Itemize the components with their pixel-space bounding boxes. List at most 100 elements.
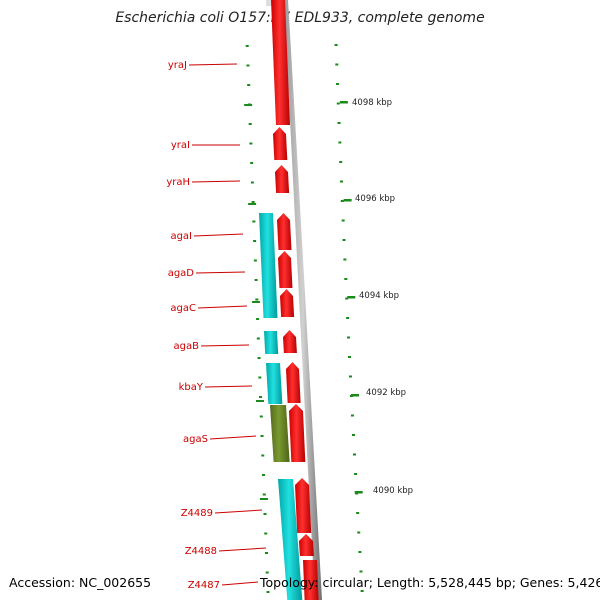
- gene-label[interactable]: yraH: [166, 177, 190, 188]
- right-tick: [360, 590, 364, 592]
- kbp-label: 4094 kbp: [359, 291, 399, 301]
- backbone-top-marker: [266, 0, 274, 6]
- right-tick: [341, 219, 345, 222]
- kbp-label: 4090 kbp: [373, 486, 413, 496]
- accession-text: Accession: NC_002655: [9, 575, 152, 590]
- gene-label[interactable]: yraJ: [168, 60, 187, 71]
- left-major-tick: [252, 301, 261, 303]
- gene-label[interactable]: Z4488: [185, 546, 217, 557]
- right-major-tick: [343, 199, 352, 202]
- gene-label[interactable]: Z4487: [188, 580, 220, 591]
- reverse-gene-block: [270, 405, 290, 462]
- left-tick: [254, 279, 258, 281]
- kbp-label: 4098 kbp: [352, 98, 392, 108]
- left-tick: [259, 396, 263, 398]
- gene-labels: yraJ yraI yraH agaI agaD agaC agaB kbaY agaS Z448…: [166, 60, 220, 591]
- left-tick: [256, 337, 260, 340]
- leader-line: [191, 180, 241, 183]
- forward-gene-arrow: [275, 165, 290, 193]
- forward-gene-arrow: [303, 560, 319, 600]
- left-tick: [252, 220, 256, 223]
- gene-label[interactable]: agaI: [170, 231, 192, 242]
- left-tick: [260, 435, 264, 437]
- right-tick: [346, 317, 350, 319]
- right-major-tick: [347, 296, 356, 299]
- right-major-tick: [354, 491, 363, 494]
- reverse-gene-block: [259, 213, 278, 318]
- leader-line: [209, 435, 257, 440]
- gene-label[interactable]: agaS: [183, 434, 208, 445]
- left-tick: [261, 454, 265, 457]
- right-tick: [343, 258, 347, 261]
- leader-line: [204, 385, 253, 388]
- right-tick: [339, 161, 343, 163]
- gene-label[interactable]: agaB: [174, 341, 200, 352]
- left-tick: [265, 571, 269, 574]
- right-tick: [344, 278, 348, 280]
- leader-line: [200, 344, 250, 347]
- gene-label[interactable]: Z4489: [181, 508, 213, 519]
- left-tick: [248, 123, 252, 125]
- right-tick: [351, 434, 355, 436]
- left-tick: [258, 376, 262, 379]
- left-tick: [245, 45, 249, 47]
- right-major-tick: [351, 394, 360, 397]
- right-tick-marks: [334, 44, 364, 592]
- right-tick: [334, 44, 338, 46]
- leader-line: [221, 581, 259, 586]
- right-tick: [339, 180, 343, 183]
- gene-label[interactable]: yraI: [171, 140, 190, 151]
- left-major-tick: [248, 203, 257, 205]
- right-tick: [337, 122, 341, 124]
- forward-gene-arrow: [295, 478, 312, 533]
- right-tick: [359, 570, 363, 573]
- left-tick: [250, 181, 254, 184]
- right-tick: [338, 141, 342, 144]
- gene-label[interactable]: agaC: [170, 303, 196, 314]
- left-tick: [259, 415, 263, 418]
- right-tick: [347, 336, 351, 339]
- gene-track: [259, 0, 319, 600]
- right-tick: [336, 102, 340, 105]
- left-major-tick: [244, 104, 253, 106]
- right-tick: [350, 414, 354, 417]
- topology-text: Topology: circular; Length: 5,528,445 bp…: [260, 575, 600, 590]
- reverse-gene-block: [278, 479, 303, 600]
- left-tick: [253, 240, 257, 242]
- right-tick: [354, 473, 358, 475]
- reverse-gene-block: [264, 331, 279, 354]
- forward-gene-arrow: [286, 362, 301, 403]
- left-tick: [250, 162, 254, 164]
- reverse-gene-block: [266, 363, 283, 404]
- label-leader-lines: [188, 63, 267, 586]
- left-tick: [253, 259, 257, 262]
- leader-line: [195, 271, 246, 274]
- right-tick: [356, 512, 360, 514]
- left-tick: [249, 142, 253, 145]
- forward-gene-arrow: [283, 330, 297, 353]
- gene-label[interactable]: kbaY: [179, 382, 204, 393]
- right-tick: [342, 239, 346, 241]
- right-tick: [345, 297, 349, 300]
- forward-gene-arrow: [277, 213, 292, 250]
- left-tick: [256, 318, 260, 320]
- forward-gene-arrow: [271, 0, 290, 125]
- kbp-label: 4096 kbp: [355, 194, 395, 204]
- left-tick: [262, 493, 266, 496]
- leader-line: [193, 233, 244, 237]
- leader-line: [218, 547, 267, 552]
- left-major-tick: [256, 400, 264, 402]
- forward-gene-arrow: [278, 251, 293, 288]
- leader-line: [188, 63, 238, 66]
- left-major-tick: [259, 498, 268, 500]
- forward-gene-arrow: [280, 289, 295, 317]
- right-tick: [348, 375, 352, 378]
- right-major-tick: [339, 101, 348, 104]
- right-tick: [335, 63, 339, 66]
- left-tick: [262, 474, 266, 476]
- left-tick: [257, 357, 261, 359]
- right-tick: [358, 551, 362, 553]
- forward-gene-arrow: [273, 127, 288, 160]
- gene-label[interactable]: agaD: [168, 268, 195, 279]
